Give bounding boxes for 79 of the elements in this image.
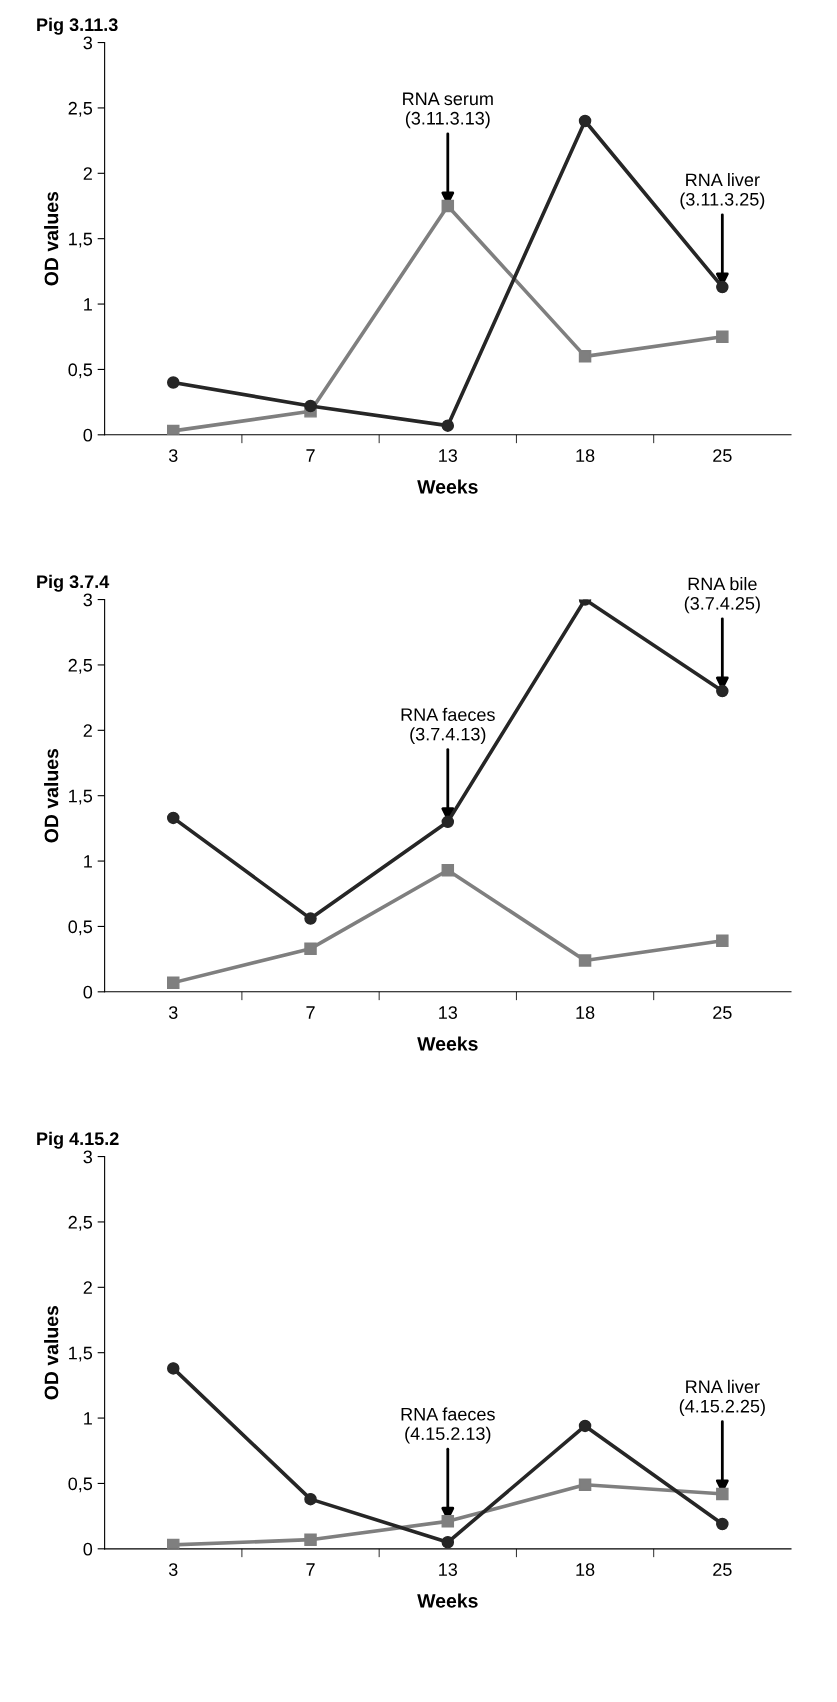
point	[167, 376, 180, 389]
y-tick-label: 0	[83, 428, 93, 442]
x-tick-label: 13	[439, 1006, 458, 1019]
y-tick-label: 2,5	[68, 101, 93, 117]
x-axis-title: Weeks	[417, 479, 478, 494]
y-axis-title: OD values	[44, 748, 59, 843]
x-tick-label: 7	[306, 449, 315, 462]
y-tick-label: 3	[83, 36, 93, 50]
x-tick-label: 18	[576, 1563, 595, 1576]
annotation: RNA liver (3.11.3.25)	[680, 173, 765, 210]
point	[167, 976, 180, 989]
annotation: RNA liver (4.15.2.25)	[679, 1379, 765, 1417]
y-axis-title: OD values	[44, 1305, 59, 1400]
point	[578, 350, 592, 363]
point	[716, 934, 729, 948]
x-tick-label: 25	[713, 1006, 732, 1019]
point	[167, 1538, 180, 1549]
point	[716, 684, 729, 698]
point	[304, 1533, 317, 1546]
x-tick-label: 18	[576, 1006, 595, 1019]
point	[578, 954, 592, 967]
point	[716, 280, 729, 294]
point	[441, 863, 455, 877]
y-tick-label: 3	[83, 1150, 93, 1164]
point	[716, 330, 729, 343]
y-tick-label: 1	[84, 298, 92, 311]
y-axis-title: OD values	[44, 191, 59, 286]
annotation: RNA faeces (3.7.4.13)	[401, 707, 495, 745]
y-tick-label: 1	[84, 1412, 92, 1425]
point	[716, 1517, 729, 1531]
x-tick-label: 25	[713, 1563, 732, 1576]
annotation: RNA bile (3.7.4.25)	[684, 577, 760, 614]
y-tick-label: 2,5	[68, 658, 93, 674]
point	[578, 114, 592, 128]
x-tick-label: 7	[306, 1006, 315, 1019]
y-tick-label: 1,5	[69, 232, 93, 248]
chart-title: Pig 3.7.4	[37, 574, 110, 592]
x-tick-label: 25	[713, 449, 732, 462]
chart-title: Pig 4.15.2	[37, 1131, 119, 1149]
x-tick-label: 3	[168, 1563, 178, 1576]
y-tick-label: 2	[83, 167, 92, 180]
point	[578, 1419, 592, 1433]
point	[167, 811, 180, 825]
y-tick-label: 0,5	[68, 363, 93, 379]
annotation: RNA faeces (4.15.2.13)	[401, 1407, 495, 1444]
y-tick-label: 0,5	[68, 920, 93, 936]
point	[304, 942, 317, 955]
point	[441, 199, 455, 213]
x-axis-title: Weeks	[417, 1593, 478, 1608]
point	[441, 815, 455, 829]
y-tick-label: 2	[83, 1281, 92, 1294]
y-tick-label: 3	[83, 593, 93, 607]
y-tick-label: 2,5	[68, 1215, 93, 1231]
y-tick-label: 1	[84, 855, 92, 868]
y-tick-label: 0	[83, 985, 93, 999]
point	[304, 912, 317, 925]
point	[441, 1536, 455, 1549]
point	[304, 399, 317, 413]
y-tick-label: 1,5	[69, 1346, 93, 1362]
x-tick-label: 13	[439, 1563, 458, 1576]
point	[441, 419, 455, 432]
x-tick-label: 7	[306, 1563, 315, 1576]
point	[167, 1362, 180, 1375]
point	[578, 1478, 592, 1492]
annotation: RNA serum (3.11.3.13)	[403, 92, 493, 129]
point	[304, 1492, 317, 1506]
y-tick-label: 2	[83, 724, 92, 737]
x-tick-label: 3	[168, 449, 178, 462]
x-tick-label: 18	[576, 449, 595, 462]
y-tick-label: 0	[83, 1542, 93, 1556]
y-tick-label: 1,5	[69, 789, 93, 805]
point	[716, 1487, 729, 1501]
x-axis-title: Weeks	[417, 1036, 478, 1051]
x-tick-label: 13	[439, 449, 458, 462]
point	[441, 1515, 455, 1528]
y-tick-label: 0,5	[68, 1477, 93, 1493]
point	[167, 424, 180, 435]
x-tick-label: 3	[168, 1006, 178, 1019]
chart-title: Pig 3.11.3	[37, 17, 118, 35]
